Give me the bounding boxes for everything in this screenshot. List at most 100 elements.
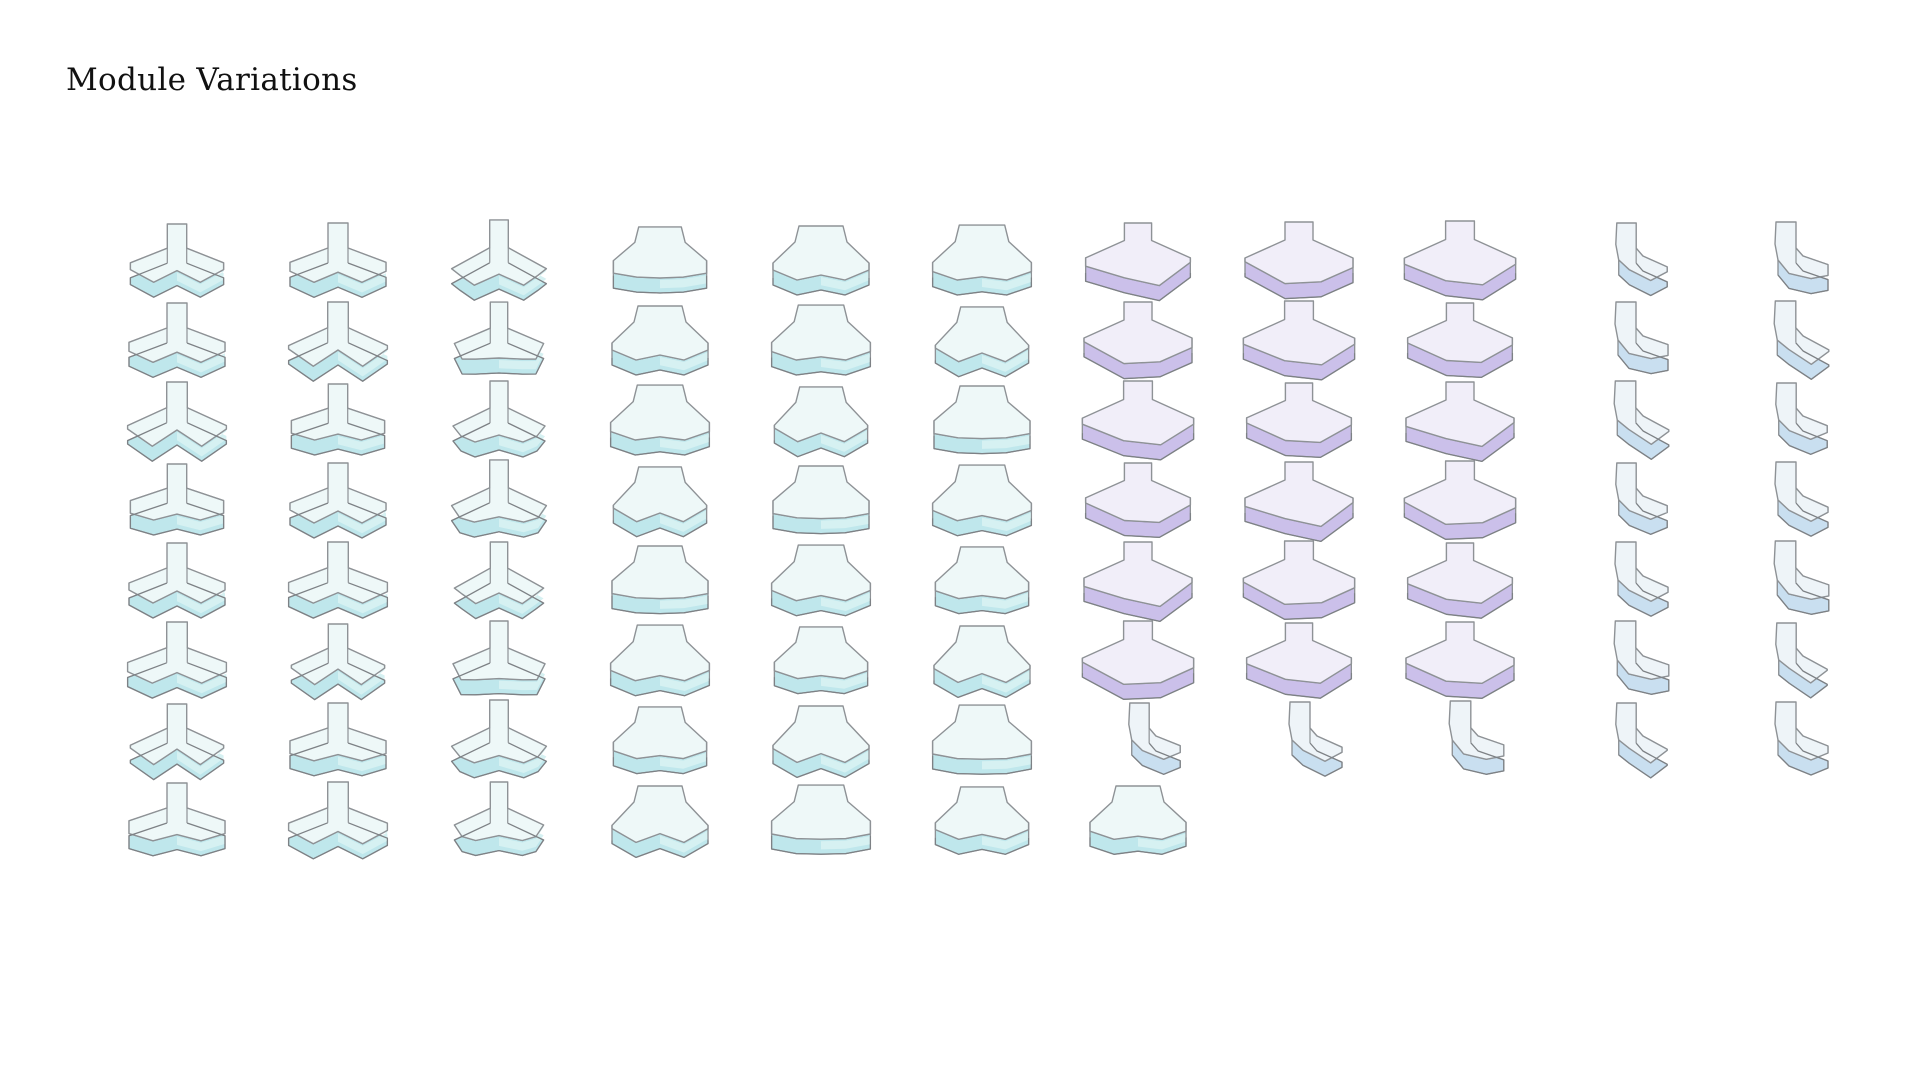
module-c8-r2-top xyxy=(1242,300,1356,366)
module-c7-r6 xyxy=(1081,620,1195,700)
module-c3-r4-top xyxy=(450,459,548,523)
module-c4-r4 xyxy=(612,466,708,538)
module-c5-r2-side-highlight xyxy=(821,344,871,371)
module-c2-r1 xyxy=(289,222,387,298)
module-c1-r5 xyxy=(128,542,226,619)
module-c3-r8 xyxy=(453,781,545,857)
module-c4-r1 xyxy=(612,226,708,294)
module-c4-r8-top xyxy=(611,785,709,844)
module-c5-r4-side-highlight xyxy=(821,502,869,529)
module-c2-r7-top xyxy=(289,702,387,762)
module-c7-r8-side-highlight xyxy=(1138,824,1186,850)
module-c3-r3-side-highlight xyxy=(499,410,545,453)
module-c8-r2-bottom-edge xyxy=(1242,353,1356,381)
module-c1-r1-top xyxy=(129,223,225,283)
module-c7-r1-top xyxy=(1084,222,1192,287)
module-c5-r4 xyxy=(772,465,870,535)
module-c3-r1-side-highlight xyxy=(499,249,547,296)
module-c1-r2-bottom-edge xyxy=(128,342,226,378)
module-c11-r6 xyxy=(1775,622,1828,699)
module-c2-r8-bottom-edge xyxy=(287,822,389,860)
module-c1-r4-top xyxy=(129,463,225,521)
module-c3-r5-side-highlight xyxy=(499,570,544,614)
page-title: Module Variations xyxy=(66,62,358,98)
module-c2-r2-side-highlight xyxy=(338,329,388,377)
module-c11-r2-top xyxy=(1773,300,1830,365)
module-c8-r5 xyxy=(1242,540,1356,620)
module-c5-r4-top xyxy=(772,465,870,520)
module-c7-r4 xyxy=(1084,462,1192,539)
module-c6-r3-top xyxy=(933,385,1031,440)
module-c1-r2-top xyxy=(128,302,226,363)
module-c7-r2-top xyxy=(1083,301,1193,365)
module-c3-r8-side-highlight xyxy=(499,810,544,851)
module-c9-r2-bottom-edge xyxy=(1406,352,1514,379)
module-c4-r3-side-highlight xyxy=(660,424,710,451)
module-c4-r4-side-highlight xyxy=(660,507,707,532)
module-c5-r3 xyxy=(773,386,869,458)
module-c8-r5-top xyxy=(1242,540,1356,605)
module-c4-r5-bottom-edge xyxy=(611,595,709,615)
module-c3-r4-side-highlight xyxy=(499,489,547,533)
module-c5-r1 xyxy=(772,225,870,296)
module-c5-r8-side-highlight xyxy=(821,823,871,850)
module-c10-r4 xyxy=(1615,462,1668,535)
module-c6-r4-top xyxy=(931,464,1033,522)
module-c3-r5-bottom-edge xyxy=(453,582,545,620)
module-c8-r6-bottom-edge xyxy=(1245,672,1353,699)
module-c8-r1-bottom-edge xyxy=(1244,273,1354,300)
module-c8-r6 xyxy=(1245,622,1353,699)
module-c2-r8 xyxy=(287,781,389,860)
module-c9-r6-bottom-edge xyxy=(1405,673,1515,699)
module-c5-r8 xyxy=(770,784,872,855)
module-c6-r1-side-highlight xyxy=(982,264,1032,291)
module-c8-r7 xyxy=(1288,701,1343,777)
module-c6-r1 xyxy=(931,224,1033,296)
module-c9-r1-top xyxy=(1403,220,1517,286)
module-c5-r6 xyxy=(773,626,869,695)
module-c4-r1-side-highlight xyxy=(660,262,707,289)
module-c1-r1-bottom-edge xyxy=(129,262,225,298)
module-c8-r1-top xyxy=(1244,221,1354,285)
module-c4-r6 xyxy=(609,624,711,697)
module-c9-r5-top xyxy=(1406,542,1514,604)
module-c4-r5 xyxy=(611,545,709,615)
module-c7-r5-top xyxy=(1083,541,1193,608)
module-c8-r7-bottom-edge xyxy=(1291,742,1343,777)
module-c2-r2-bottom-edge xyxy=(287,342,389,382)
module-c6-r8-bottom-edge xyxy=(934,837,1030,855)
module-c3-r3 xyxy=(452,380,546,458)
module-c6-r3 xyxy=(933,385,1031,455)
module-c2-r7-bottom-edge xyxy=(289,742,387,777)
module-c9-r2-top xyxy=(1406,302,1514,364)
module-c5-r7 xyxy=(772,705,870,779)
module-c11-r7-bottom-edge xyxy=(1777,742,1829,776)
module-c10-r3 xyxy=(1613,380,1670,460)
module-c6-r1-top xyxy=(931,224,1033,281)
module-c6-r8-side-highlight xyxy=(982,824,1029,850)
module-c10-r7 xyxy=(1615,702,1668,779)
module-c6-r7-bottom-edge xyxy=(931,756,1033,775)
module-c3-r2-bottom-edge xyxy=(453,342,545,375)
module-c11-r4-top xyxy=(1774,461,1829,522)
module-c5-r6-bottom-edge xyxy=(773,677,869,695)
module-c11-r3-top xyxy=(1775,382,1828,440)
module-c3-r7 xyxy=(450,699,548,779)
module-c4-r3-bottom-edge xyxy=(609,437,711,456)
module-c5-r8-top xyxy=(770,784,872,840)
module-c5-r2-bottom-edge xyxy=(770,357,872,376)
module-c1-r4-bottom-edge xyxy=(129,502,225,536)
module-c10-r5 xyxy=(1614,541,1669,617)
module-c7-r3 xyxy=(1081,380,1195,461)
module-c2-r6-side-highlight xyxy=(338,650,385,695)
module-c2-r4-bottom-edge xyxy=(289,502,387,539)
module-c2-r2 xyxy=(287,301,389,382)
module-c3-r1-bottom-edge xyxy=(450,262,548,301)
module-c6-r4 xyxy=(931,464,1033,537)
module-c7-r7-bottom-edge xyxy=(1131,742,1181,775)
module-c3-r2-top xyxy=(453,301,545,360)
module-c10-r6-bottom-edge xyxy=(1616,662,1670,695)
module-c4-r3-top xyxy=(609,384,711,441)
module-c7-r8 xyxy=(1089,785,1187,855)
module-c9-r4 xyxy=(1403,460,1517,540)
